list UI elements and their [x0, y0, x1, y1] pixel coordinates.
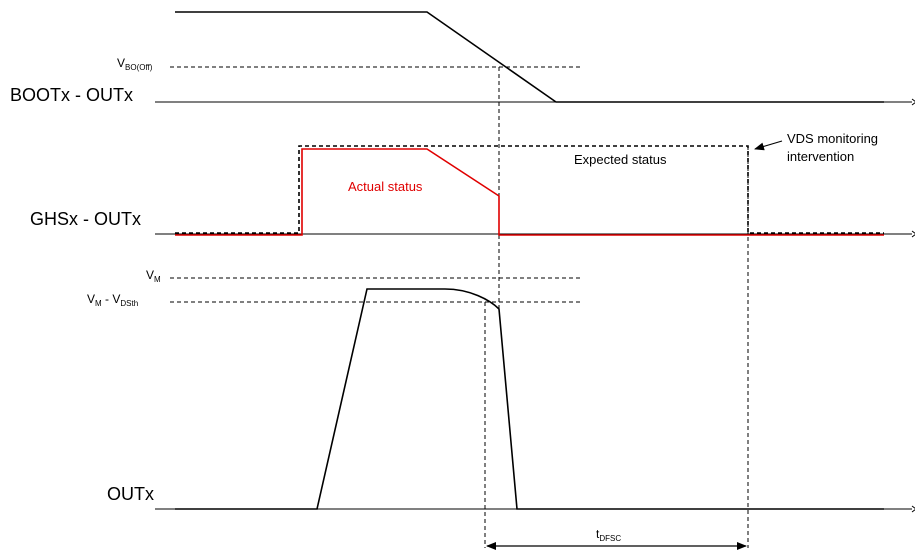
ghs-axis-arrow-icon — [911, 230, 915, 238]
out-waveform — [175, 288, 884, 510]
ghs-expected-waveform — [175, 145, 884, 234]
vds-intervention-label: intervention — [787, 149, 854, 164]
expected-status-label: Expected status — [574, 152, 667, 167]
out-signal-label: OUTx — [107, 484, 154, 504]
vm-minus-vdsth-label: VM - VDSth — [87, 292, 138, 308]
ghs-signal-label: GHSx - OUTx — [30, 209, 141, 229]
boot-axis-arrow-icon — [911, 98, 915, 106]
ghs-actual-waveform — [175, 148, 884, 236]
vds-monitoring-label: VDS monitoring — [787, 131, 878, 146]
boot-signal-label: BOOTx - OUTx — [10, 85, 133, 105]
out-axis-arrow-icon — [911, 505, 915, 513]
actual-status-label: Actual status — [348, 179, 423, 194]
vbo-off-label: VBO(Off) — [117, 56, 153, 72]
vds-callout-arrow — [754, 140, 783, 151]
boot-waveform — [175, 11, 884, 103]
tdfsc-label: tDFSC — [596, 527, 621, 543]
vm-label: VM — [146, 268, 161, 284]
